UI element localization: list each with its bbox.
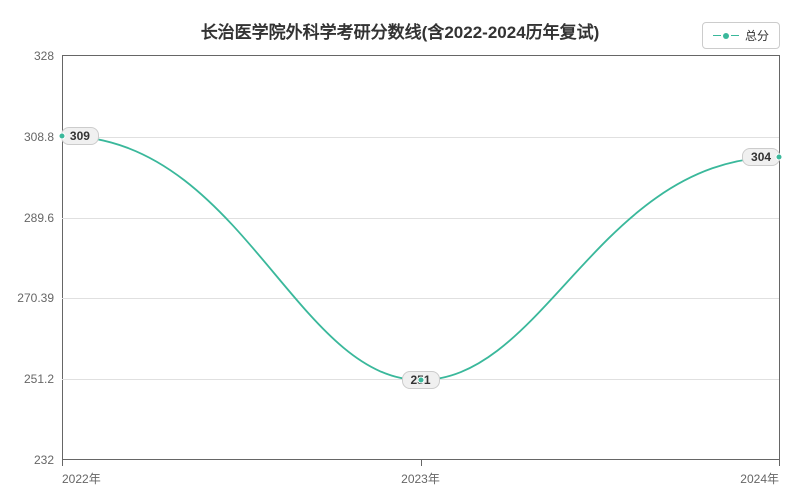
legend-dot: [723, 33, 729, 39]
series-line: [62, 136, 779, 380]
x-tick: [421, 460, 422, 466]
legend-label: 总分: [745, 27, 769, 44]
x-tick: [779, 460, 780, 466]
x-tick-label: 2023年: [401, 470, 440, 487]
y-tick-label: 308.8: [24, 130, 54, 144]
y-tick-label: 251.2: [24, 372, 54, 386]
data-point: [417, 377, 424, 384]
y-tick-label: 270.39: [17, 291, 54, 305]
data-point: [59, 132, 66, 139]
y-tick-label: 289.6: [24, 211, 54, 225]
legend: 总分: [702, 22, 780, 49]
y-tick-label: 328: [34, 49, 54, 63]
x-tick-label: 2022年: [62, 470, 101, 487]
data-point: [776, 154, 783, 161]
chart-title: 长治医学院外科学考研分数线(含2022-2024历年复试): [0, 0, 800, 43]
x-tick-label: 2024年: [740, 470, 779, 487]
legend-marker: [713, 33, 739, 39]
y-tick-label: 232: [34, 453, 54, 467]
line-svg: [62, 56, 779, 460]
plot-area: 232251.2270.39289.6308.83282022年2023年202…: [62, 55, 780, 460]
x-tick: [62, 460, 63, 466]
data-label: 304: [742, 148, 780, 166]
chart-container: 长治医学院外科学考研分数线(含2022-2024历年复试) 总分 232251.…: [0, 0, 800, 500]
legend-line-right: [731, 35, 739, 37]
data-label: 309: [61, 127, 99, 145]
legend-line-left: [713, 35, 721, 37]
